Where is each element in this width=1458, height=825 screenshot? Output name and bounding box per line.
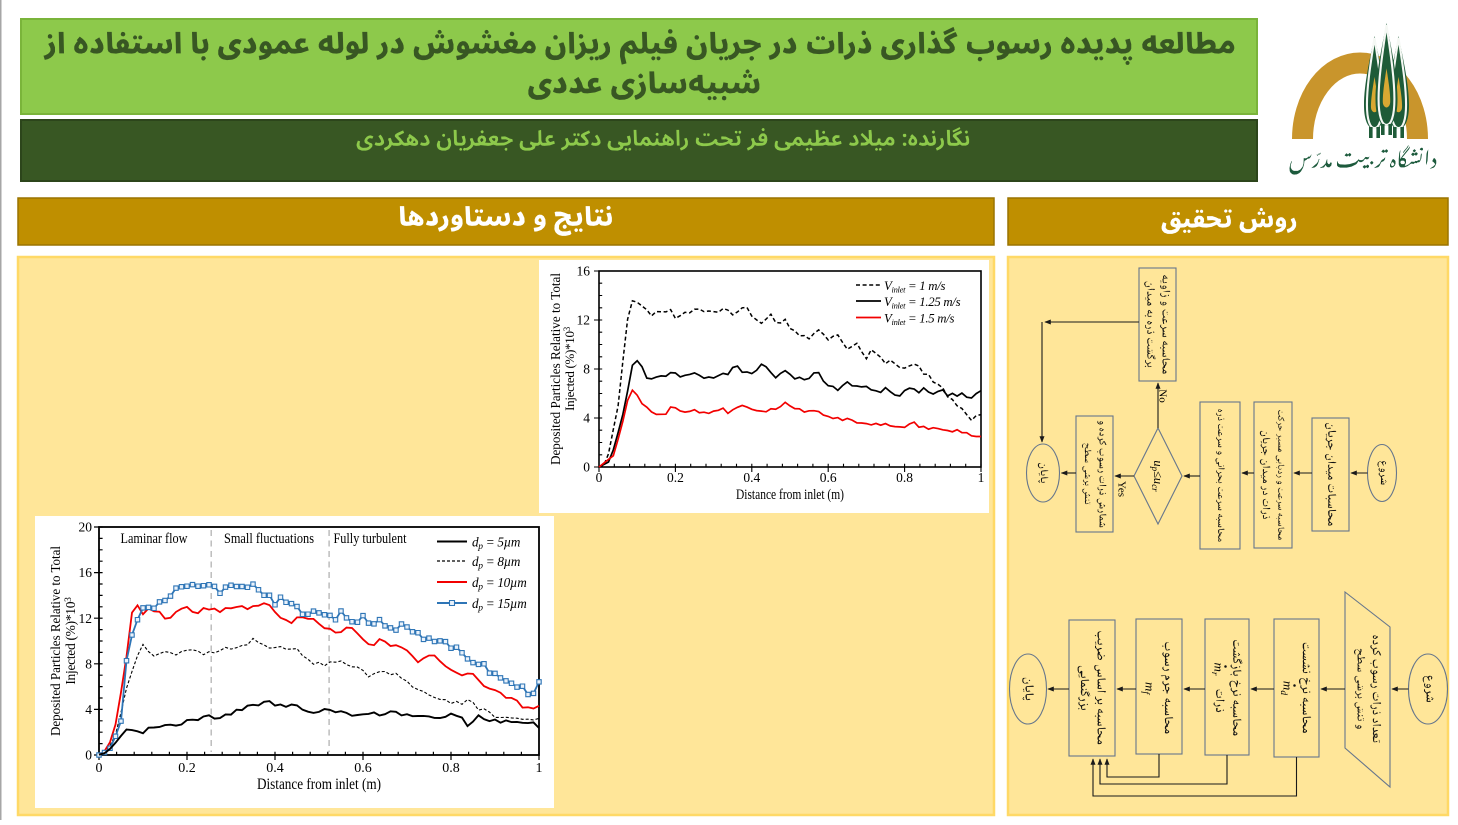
svg-text:Small fluctuations: Small fluctuations: [224, 531, 314, 547]
svg-text:0.2: 0.2: [667, 470, 684, 485]
svg-text:Laminar flow: Laminar flow: [121, 531, 188, 547]
svg-text:16: 16: [79, 565, 93, 580]
svg-text:1: 1: [536, 761, 543, 776]
svg-text:Deposited Particles Relative t: Deposited Particles Relative to Total: [49, 546, 64, 736]
svg-text:0: 0: [85, 748, 92, 763]
svg-text:0: 0: [96, 761, 103, 776]
svg-text:8: 8: [583, 362, 590, 377]
svg-text:0.2: 0.2: [178, 761, 196, 776]
svg-text:16: 16: [577, 264, 591, 279]
svg-text:Injected (%)*103: Injected (%)*103: [562, 326, 577, 411]
svg-text:4: 4: [85, 702, 92, 717]
svg-text:0.6: 0.6: [354, 761, 372, 776]
svg-text:Distance from inlet (m): Distance from inlet (m): [736, 487, 844, 503]
svg-text:12: 12: [79, 611, 93, 626]
svg-text:dp = 8µm: dp = 8µm: [472, 554, 520, 572]
svg-text:0.8: 0.8: [442, 761, 460, 776]
svg-text:No: No: [1157, 389, 1169, 403]
svg-text:dp = 10µm: dp = 10µm: [472, 575, 526, 593]
svg-text:1: 1: [978, 470, 985, 485]
svg-text:0: 0: [583, 460, 590, 475]
svg-text:Fully turbulent: Fully turbulent: [334, 531, 407, 547]
svg-text:dp = 5µm: dp = 5µm: [472, 535, 520, 553]
svg-text:20: 20: [79, 520, 93, 535]
svg-text:4: 4: [583, 411, 590, 426]
svg-text:0.6: 0.6: [820, 470, 837, 485]
svg-text:8: 8: [85, 656, 92, 671]
svg-text:12: 12: [577, 313, 591, 328]
svg-text:0.4: 0.4: [743, 470, 760, 485]
svg-text:0: 0: [596, 470, 603, 485]
svg-text:Distance from inlet (m): Distance from inlet (m): [257, 776, 381, 793]
svg-text:0.8: 0.8: [896, 470, 913, 485]
svg-text:Yes: Yes: [1116, 481, 1128, 497]
svg-text:Deposited Particles Relative t: Deposited Particles Relative to Total: [548, 273, 563, 465]
svg-text:Injected (%)*103: Injected (%)*103: [63, 597, 78, 685]
svg-text:dp = 15µm: dp = 15µm: [472, 596, 526, 614]
svg-text:0.4: 0.4: [266, 761, 284, 776]
